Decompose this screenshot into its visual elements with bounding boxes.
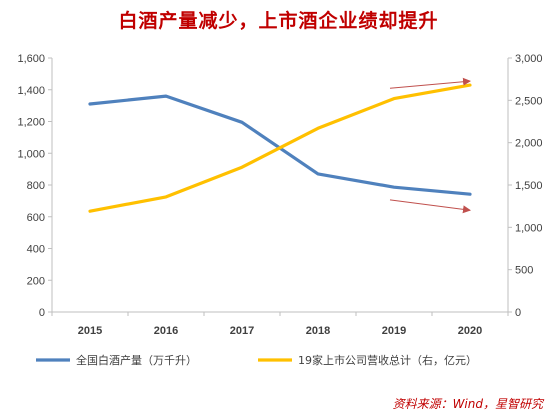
left-tick-label: 400 [27,244,45,256]
legend: 全国白酒产量（万千升） 19家上市公司营收总计（右，亿元） [36,353,477,367]
chart-title: 白酒产量减少，上市酒企业绩却提升 [118,10,439,32]
left-tick-label: 800 [27,180,45,192]
axes [51,58,509,313]
left-tick-label: 600 [27,212,45,224]
annotation-arrow-up [389,77,471,89]
left-tick-label: 1,000 [17,148,45,160]
series-line-2 [88,83,472,213]
left-tick-label: 0 [39,307,45,319]
x-tick-label: 2017 [230,325,254,337]
right-tick-label: 1,000 [515,222,543,234]
right-tick-label: 0 [515,307,521,319]
left-tick-label: 1,400 [17,85,45,97]
x-tick-label: 2016 [154,325,178,337]
series-layer [88,83,472,213]
annotation-arrow-down [389,199,471,214]
annotation-layer [389,77,471,214]
x-tick-label: 2020 [458,325,482,337]
right-tick-label: 2,500 [515,95,543,107]
right-tick-label: 2,000 [515,138,543,150]
left-axis-ticks: 0 200 400 600 800 1,000 1,200 1,400 1,600 [17,53,52,319]
left-tick-label: 1,600 [17,53,45,65]
left-tick-label: 1,200 [17,117,45,129]
x-tick-label: 2015 [78,325,102,337]
x-tick-label: 2019 [382,325,406,337]
series-line-1 [88,94,472,196]
left-tick-label: 200 [27,275,45,287]
x-axis-ticks: 2015 2016 2017 2018 2019 2020 [51,312,509,337]
legend-label-1: 全国白酒产量（万千升） [76,353,197,367]
x-tick-label: 2018 [306,325,330,337]
legend-label-2: 19家上市公司营收总计（右，亿元） [298,353,477,367]
right-tick-label: 500 [515,265,533,277]
right-tick-label: 1,500 [515,180,543,192]
right-axis-ticks: 0 500 1,000 1,500 2,000 2,500 3,000 [508,53,543,319]
right-tick-label: 3,000 [515,53,543,65]
source-note: 资料来源：Wind，星智研究 [392,397,543,411]
